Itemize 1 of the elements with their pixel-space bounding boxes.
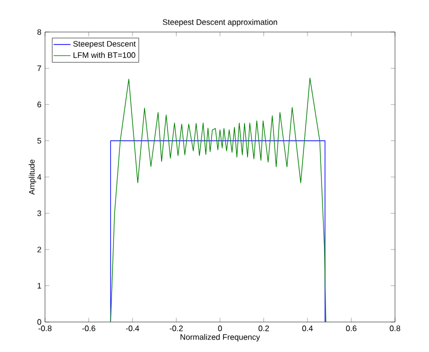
line-series [110, 78, 326, 322]
